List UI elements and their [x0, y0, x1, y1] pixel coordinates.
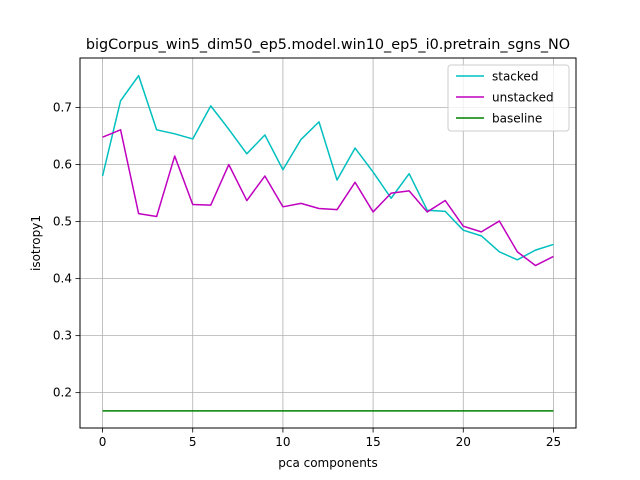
x-tick-label: 20 [456, 435, 471, 449]
plot-frame [79, 57, 577, 429]
y-tick-label: 0.5 [53, 215, 72, 229]
y-tick-label: 0.2 [53, 386, 72, 400]
axis-ticks: 0 5 10 15 20 25 0.2 0.3 0.4 0.5 0.6 0.7 [53, 101, 561, 449]
series-line-unstacked [102, 129, 554, 267]
y-tick-label: 0.6 [53, 158, 72, 172]
legend-box [447, 64, 570, 132]
legend: stacked unstacked baseline [447, 64, 570, 132]
y-tick-label: 0.3 [53, 329, 72, 343]
series-lines [101, 74, 554, 412]
chart-title: bigCorpus_win5_dim50_ep5.model.win10_ep5… [86, 37, 570, 53]
x-tick-label: 0 [99, 435, 107, 449]
y-tick-label: 0.4 [53, 272, 72, 286]
series-line-stacked [101, 74, 554, 261]
y-tick-label: 0.7 [53, 101, 72, 115]
x-tick-label: 25 [546, 435, 561, 449]
x-tick-label: 10 [275, 435, 290, 449]
legend-label-unstacked: unstacked [492, 91, 554, 105]
legend-label-baseline: baseline [492, 112, 542, 126]
y-axis-label: isotropy1 [29, 215, 43, 271]
x-tick-label: 15 [365, 435, 380, 449]
x-axis-label: pca components [278, 456, 378, 470]
x-tick-label: 5 [189, 435, 197, 449]
legend-label-stacked: stacked [492, 70, 538, 84]
